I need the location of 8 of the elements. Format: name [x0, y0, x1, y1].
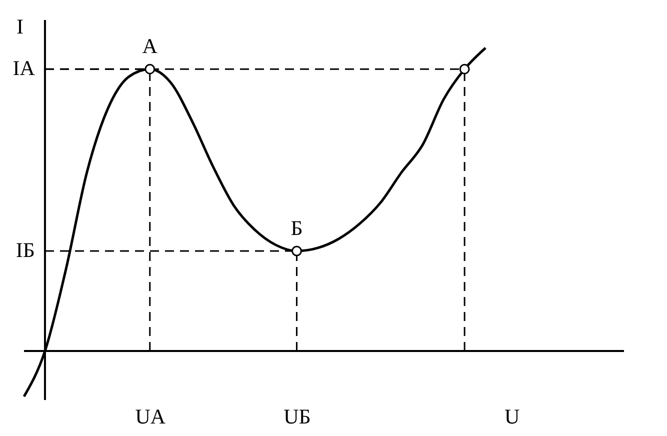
annotation: Б [290, 216, 303, 240]
annotation: IБ [16, 238, 35, 262]
annotation: IА [12, 56, 36, 80]
annotation: А [142, 34, 158, 58]
y-axis-title: I [16, 14, 24, 38]
x-axis-title: U [504, 404, 520, 428]
x-tick-label: UА [135, 404, 166, 428]
x-tick-label: UБ [284, 404, 311, 428]
